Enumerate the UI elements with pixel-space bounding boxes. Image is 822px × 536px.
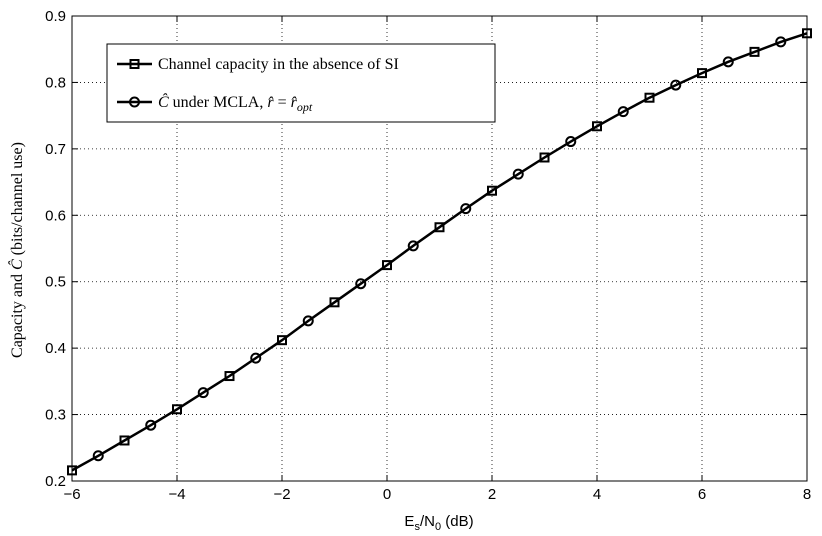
x-tick-label: −4 bbox=[168, 486, 185, 503]
series-layer bbox=[67, 28, 812, 476]
data-point-square bbox=[119, 435, 130, 446]
x-title-e: E bbox=[404, 513, 414, 530]
y-tick-label: 0.8 bbox=[45, 74, 66, 91]
data-point-square bbox=[539, 152, 550, 163]
data-point-circle bbox=[460, 203, 472, 215]
data-point-square bbox=[697, 68, 707, 79]
x-tick-label: 2 bbox=[488, 486, 496, 503]
y-tick-label: 0.9 bbox=[45, 8, 66, 25]
data-point-square bbox=[434, 222, 445, 233]
y-tick-label: 0.3 bbox=[45, 407, 66, 424]
y-tick-label: 0.4 bbox=[45, 340, 66, 357]
legend-label-mcla: Ĉ under MCLA, r̂ = r̂opt bbox=[158, 92, 313, 114]
y-tick-label: 0.2 bbox=[45, 473, 66, 490]
data-point-square bbox=[277, 335, 287, 346]
x-axis-title: Es/N0 (dB) bbox=[404, 513, 473, 533]
y-title-part1: Capacity and bbox=[9, 270, 26, 358]
y-title-part2: (bits/channel use) bbox=[9, 142, 26, 259]
data-point-square bbox=[224, 371, 235, 382]
ticks: −6 −4 −2 0 2 4 6 8 0.2 0.3 0.4 0.5 0.6 0.7 0.8 0.9 bbox=[45, 8, 811, 503]
legend-mcla-mid: under MCLA, bbox=[169, 94, 268, 111]
y-tick-label: 0.5 bbox=[45, 274, 66, 291]
y-tick-label: 0.6 bbox=[45, 207, 66, 224]
data-point-circle bbox=[670, 79, 682, 91]
legend-marker-circle bbox=[129, 96, 140, 108]
x-title-slash: /N bbox=[420, 513, 435, 530]
series-line bbox=[71, 32, 808, 472]
data-point-circle bbox=[92, 450, 104, 462]
data-point-square bbox=[487, 185, 497, 196]
legend-mcla-sub: opt bbox=[297, 100, 313, 114]
x-tick-label: 6 bbox=[698, 486, 706, 503]
data-point-circle bbox=[565, 136, 577, 148]
data-point-square bbox=[67, 465, 77, 476]
x-tick-label: 4 bbox=[593, 486, 601, 503]
data-point-square bbox=[382, 260, 392, 271]
x-tick-label: −2 bbox=[273, 486, 290, 503]
legend: Channel capacity in the absence of SI Ĉ … bbox=[106, 43, 496, 123]
data-point-square bbox=[802, 28, 812, 39]
x-tick-label: 0 bbox=[383, 486, 391, 503]
plot-frame bbox=[71, 15, 808, 482]
data-point-circle bbox=[407, 240, 419, 252]
data-point-circle bbox=[775, 36, 787, 48]
y-title-chat: Ĉ bbox=[7, 259, 26, 270]
data-point-circle bbox=[197, 387, 209, 399]
x-tick-label: 8 bbox=[803, 486, 811, 503]
y-tick-label: 0.7 bbox=[45, 141, 66, 158]
data-point-circle bbox=[250, 352, 262, 364]
legend-mcla-rhat: r̂ bbox=[267, 94, 274, 111]
data-point-circle bbox=[302, 315, 314, 327]
data-point-square bbox=[592, 121, 602, 132]
data-point-square bbox=[749, 46, 760, 57]
data-point-circle bbox=[617, 106, 629, 118]
legend-box bbox=[106, 43, 496, 123]
data-point-square bbox=[329, 297, 340, 308]
legend-mcla-rhat2: r̂ bbox=[291, 94, 298, 111]
data-point-circle bbox=[355, 278, 367, 290]
data-point-square bbox=[644, 92, 655, 103]
y-axis-title: Capacity and Ĉ (bits/channel use) bbox=[7, 142, 26, 358]
x-title-e-sub: s bbox=[414, 521, 420, 533]
data-point-circle bbox=[145, 419, 157, 431]
x-title-unit: (dB) bbox=[441, 513, 474, 530]
legend-mcla-eq: = bbox=[274, 94, 291, 111]
legend-mcla-chat: Ĉ bbox=[158, 92, 169, 111]
data-point-circle bbox=[512, 168, 524, 180]
x-tick-label: −6 bbox=[63, 486, 80, 503]
legend-label-capacity: Channel capacity in the absence of SI bbox=[158, 56, 399, 73]
x-title-n-sub: 0 bbox=[435, 521, 441, 533]
data-point-square bbox=[172, 404, 182, 415]
data-point-circle bbox=[722, 56, 734, 68]
legend-marker-square bbox=[129, 59, 140, 69]
